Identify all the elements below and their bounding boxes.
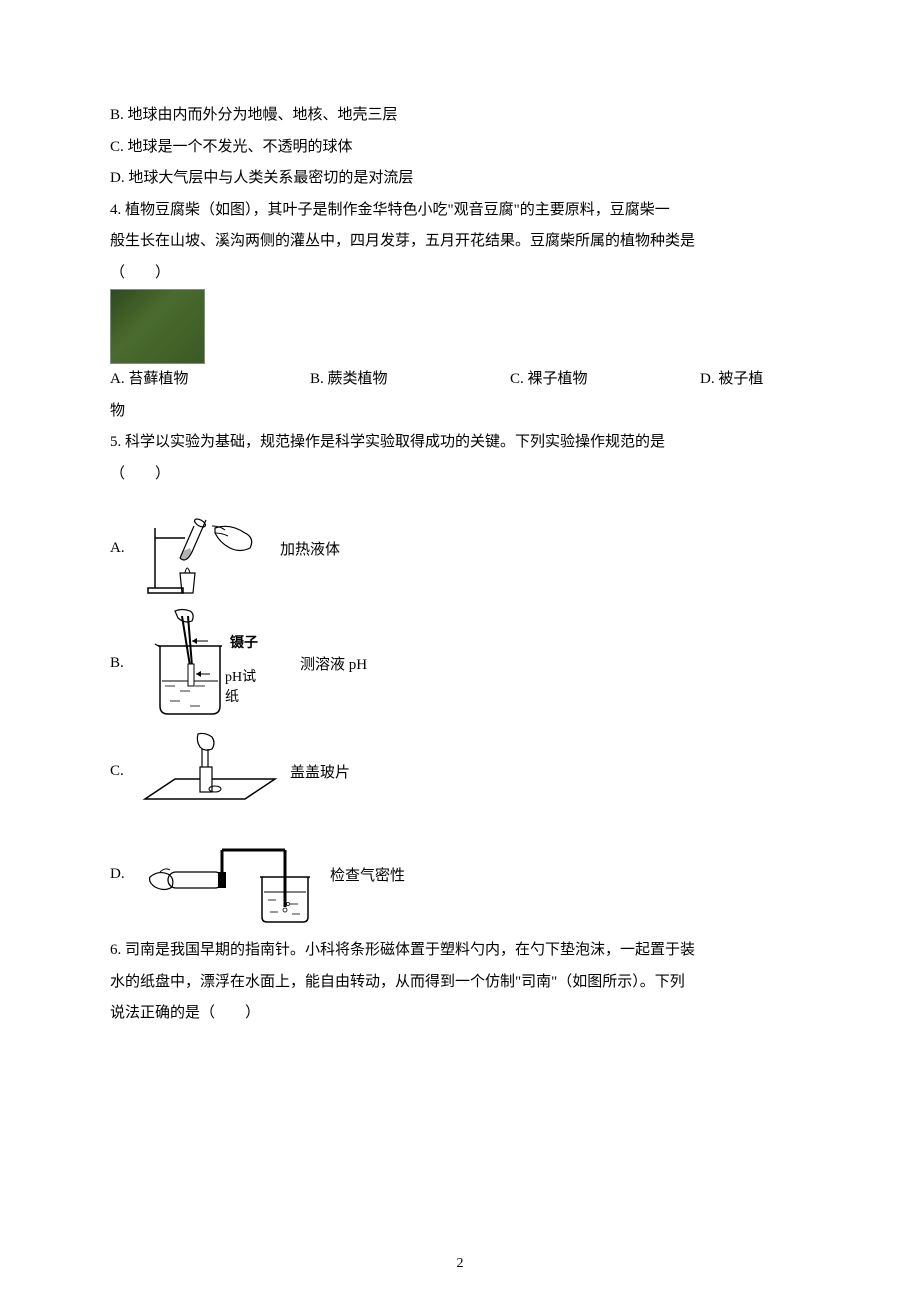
q4-options-row: A. 苔藓植物 B. 蕨类植物 C. 裸子植物 D. 被子植 (110, 364, 810, 396)
page-number: 2 (457, 1256, 464, 1272)
tweezers-label: 镊子 (230, 632, 258, 652)
q5-label-a: A. (110, 540, 130, 557)
q4-plant-image (110, 289, 810, 364)
q3-option-c: C. 地球是一个不发光、不透明的球体 (110, 132, 810, 164)
q5-caption-d: 检查气密性 (330, 864, 405, 885)
q5-stem-line2: （ ） (110, 459, 810, 491)
q5-label-b: B. (110, 655, 130, 672)
q4-option-c: C. 裸子植物 (510, 364, 700, 396)
q5-option-c-row: C. 盖盖玻片 (110, 729, 810, 814)
q4-stem-line1: 4. 植物豆腐柴（如图），其叶子是制作金华特色小吃"观音豆腐"的主要原料，豆腐柴… (110, 195, 810, 227)
q6-stem-line3: 说法正确的是（ ） (110, 998, 810, 1030)
q6-stem-line1: 6. 司南是我国早期的指南针。小科将条形磁体置于塑料勺内，在勺下垫泡沫，一起置于… (110, 935, 810, 967)
q5-label-c: C. (110, 763, 130, 780)
q5-label-d: D. (110, 866, 130, 883)
q4-option-d: D. 被子植 (700, 364, 810, 396)
q6-stem-line2: 水的纸盘中，漂浮在水面上，能自由转动，从而得到一个仿制"司南"（如图所示）。下列 (110, 967, 810, 999)
q3-option-b: B. 地球由内而外分为地幔、地核、地壳三层 (110, 100, 810, 132)
ph-paper-label: pH试纸 (225, 666, 270, 706)
q4-option-d-cont: 物 (110, 396, 810, 428)
q5-caption-c: 盖盖玻片 (290, 761, 350, 782)
q4-stem-line2: 般生长在山坡、溪沟两侧的灌丛中，四月发芽，五月开花结果。豆腐柴所属的植物种类是 (110, 226, 810, 258)
q5-stem-line1: 5. 科学以实验为基础，规范操作是科学实验取得成功的关键。下列实验操作规范的是 (110, 427, 810, 459)
q4-option-b: B. 蕨类植物 (310, 364, 510, 396)
heating-liquid-diagram (140, 498, 270, 598)
q4-option-a: A. 苔藓植物 (110, 364, 310, 396)
q5-option-b-row: B. 镊子 (110, 606, 810, 721)
cover-slip-diagram (140, 729, 280, 814)
q5-option-a-row: A. 加热液体 (110, 498, 810, 598)
q3-option-d: D. 地球大气层中与人类关系最密切的是对流层 (110, 163, 810, 195)
q5-caption-a: 加热液体 (280, 538, 340, 559)
q4-stem-line3: （ ） (110, 258, 810, 290)
ph-test-diagram: 镊子 pH试纸 (140, 606, 270, 721)
airtight-diagram (140, 822, 320, 927)
q5-option-d-row: D. 检查气密性 (110, 822, 810, 927)
q5-caption-b: 测溶液 pH (300, 653, 367, 674)
